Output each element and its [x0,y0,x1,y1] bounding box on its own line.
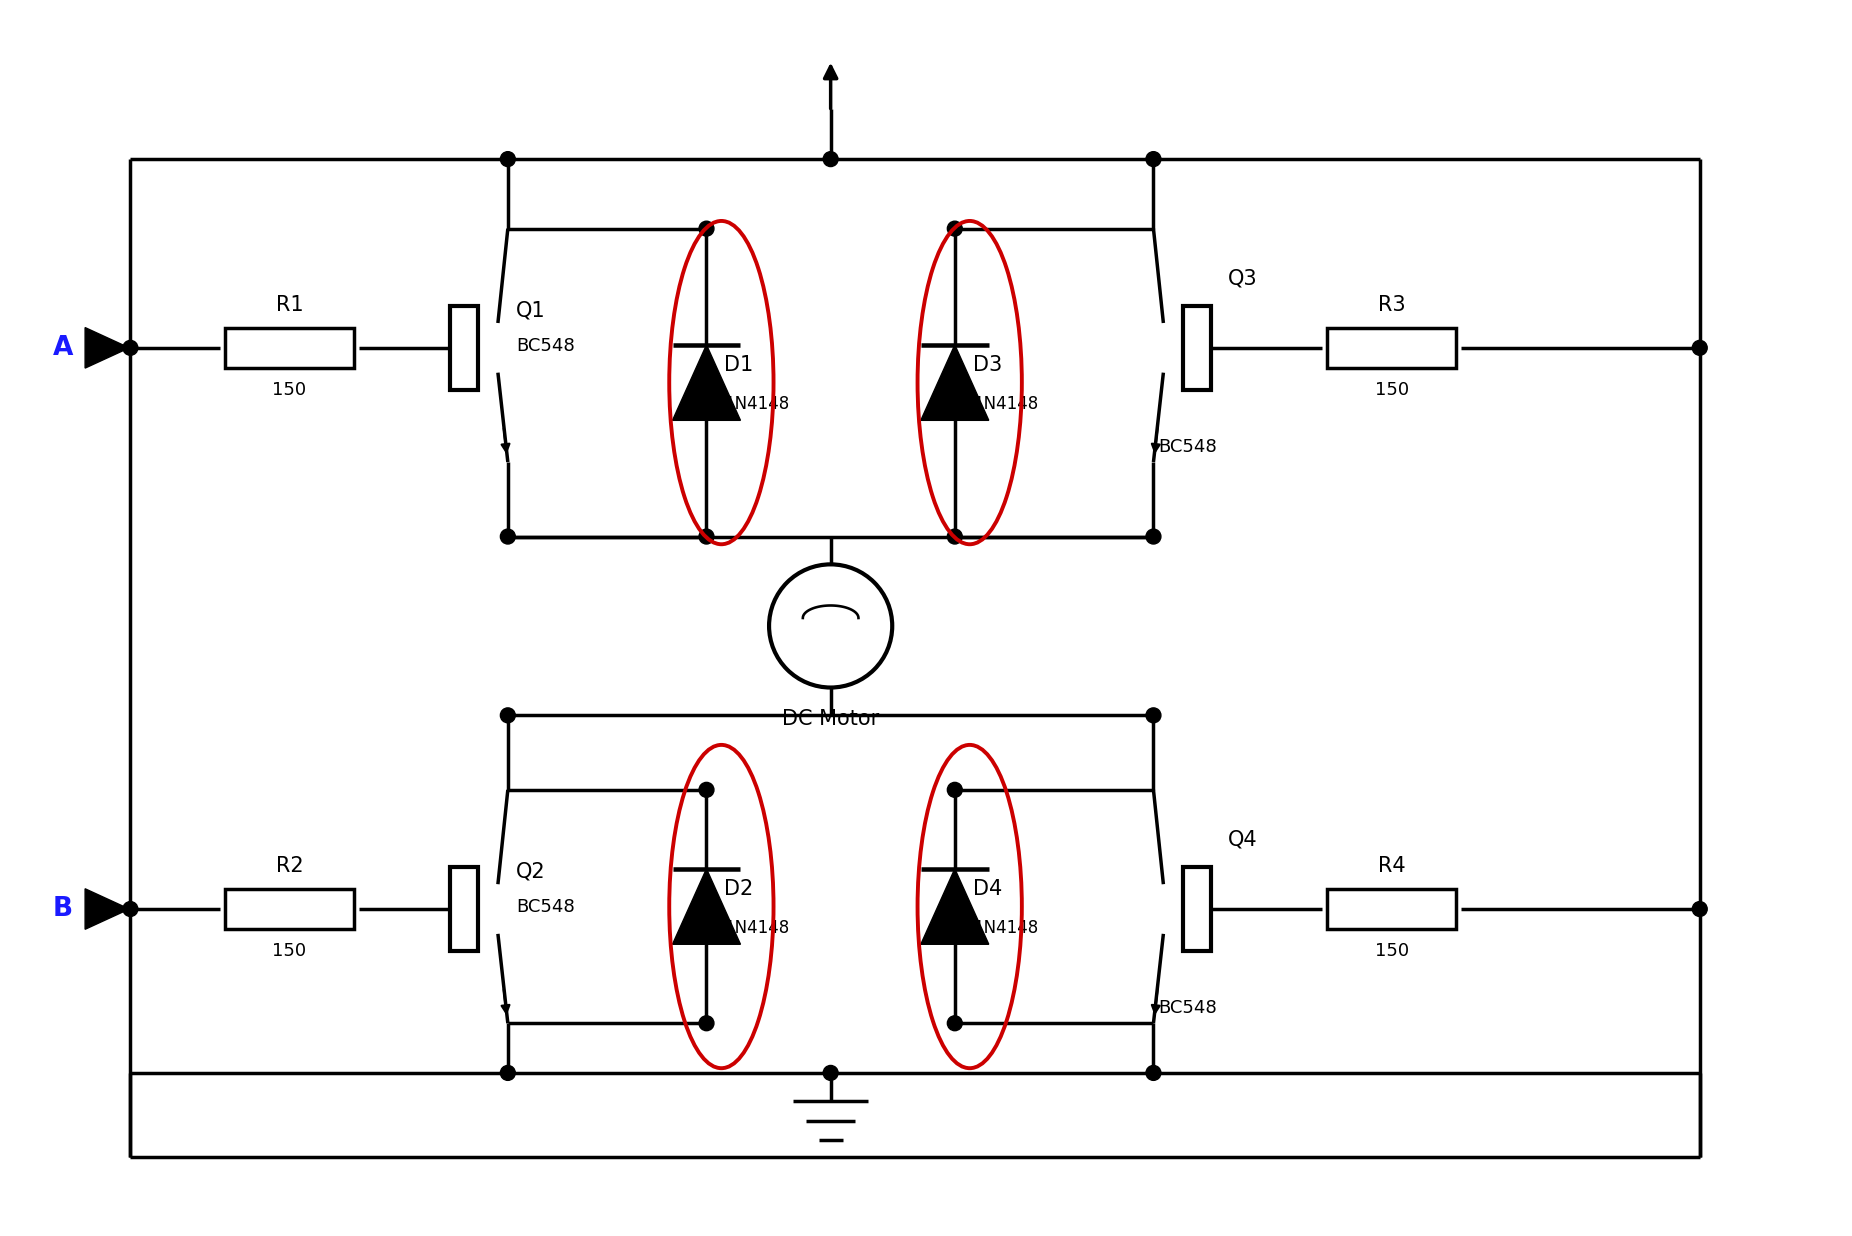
Text: Q4: Q4 [1228,829,1258,849]
FancyBboxPatch shape [450,307,478,389]
FancyBboxPatch shape [1328,328,1456,367]
Circle shape [698,221,713,236]
Polygon shape [85,889,130,929]
Text: D1: D1 [724,355,754,375]
FancyBboxPatch shape [450,868,478,950]
FancyBboxPatch shape [1183,307,1211,389]
Text: 1N4148: 1N4148 [972,920,1037,937]
Circle shape [500,152,515,167]
Circle shape [948,529,963,544]
Polygon shape [672,869,741,944]
Text: A: A [54,335,74,361]
Circle shape [948,1016,963,1031]
Circle shape [500,1065,515,1080]
Text: 1N4148: 1N4148 [724,920,789,937]
Text: Q2: Q2 [517,861,544,881]
Circle shape [698,782,713,797]
Circle shape [122,901,137,916]
Polygon shape [920,345,989,420]
Text: BC548: BC548 [517,899,574,916]
Text: R2: R2 [276,857,304,876]
Circle shape [822,1065,839,1080]
Circle shape [1146,152,1161,167]
Text: R3: R3 [1378,295,1406,315]
Circle shape [1693,340,1708,355]
Text: 1N4148: 1N4148 [972,396,1037,414]
Text: 150: 150 [1374,942,1409,960]
Text: B: B [54,896,74,922]
Text: D3: D3 [972,355,1002,375]
Polygon shape [85,328,130,368]
Text: 1N4148: 1N4148 [724,396,789,414]
Text: DC Motor: DC Motor [782,709,880,729]
Circle shape [698,1016,713,1031]
Circle shape [1146,529,1161,544]
Circle shape [1693,901,1708,916]
Text: R4: R4 [1378,857,1406,876]
Circle shape [1146,708,1161,723]
Circle shape [500,708,515,723]
Text: 150: 150 [1374,381,1409,399]
Text: BC548: BC548 [517,337,574,355]
FancyBboxPatch shape [1328,889,1456,929]
Circle shape [122,340,137,355]
Text: R1: R1 [276,295,304,315]
Circle shape [948,782,963,797]
Text: Q1: Q1 [517,300,544,320]
Circle shape [822,152,839,167]
Text: D2: D2 [724,879,754,899]
Text: 150: 150 [272,942,306,960]
Text: 150: 150 [272,381,306,399]
Polygon shape [920,869,989,944]
Circle shape [500,529,515,544]
Text: BC548: BC548 [1158,438,1217,456]
FancyBboxPatch shape [224,328,354,367]
FancyBboxPatch shape [224,889,354,929]
Circle shape [698,529,713,544]
FancyBboxPatch shape [1183,868,1211,950]
Text: Q3: Q3 [1228,268,1258,288]
Text: D4: D4 [972,879,1002,899]
Polygon shape [672,345,741,420]
Text: BC548: BC548 [1158,1000,1217,1017]
Circle shape [948,221,963,236]
Circle shape [1146,1065,1161,1080]
